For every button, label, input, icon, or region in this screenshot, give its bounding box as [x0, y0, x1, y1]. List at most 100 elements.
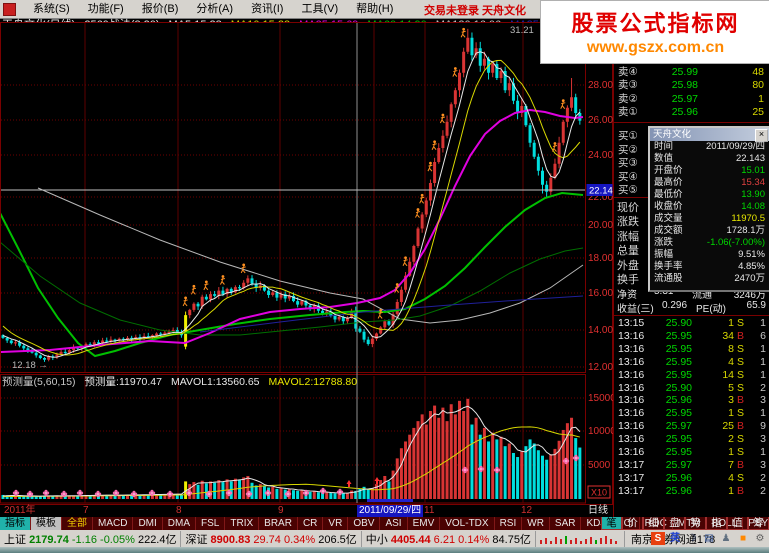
indicator-tab-EMV[interactable]: EMV: [408, 517, 441, 530]
panel-tab-细[interactable]: 细: [643, 517, 664, 530]
indicator-tab-BRAR[interactable]: BRAR: [259, 517, 298, 530]
tick-direction: S: [737, 368, 745, 381]
sogou-icon[interactable]: S: [651, 532, 665, 545]
buy-signal-icon: [182, 296, 188, 307]
flower-signal-icon: [302, 489, 310, 497]
menu-item-功[interactable]: 功能(F): [87, 3, 124, 15]
flower-signal-icon: [284, 490, 292, 498]
tick-time: 13:16: [618, 381, 645, 394]
flower-signal-icon: [264, 489, 272, 497]
popup-row: 振幅 9.51%: [650, 249, 769, 261]
indicator-tab-VR[interactable]: VR: [323, 517, 349, 530]
tick-volume: 1: [728, 446, 734, 458]
panel-tab-指[interactable]: 指: [706, 517, 727, 530]
index-quote-上证[interactable]: 上证 2179.74 -1.16 -0.05% 222.4亿: [4, 530, 182, 547]
gear-icon[interactable]: ⚙: [755, 533, 765, 544]
vol-indicator-label: 预测量(5,60,15): [2, 376, 76, 388]
ask-row: 卖② 25.97 1: [614, 93, 769, 106]
svg-text:16.00: 16.00: [588, 288, 613, 299]
flower-signal-icon: [572, 454, 580, 462]
indicator-tab-TRIX[interactable]: TRIX: [225, 517, 260, 530]
indicator-tab-VOL-TDX[interactable]: VOL-TDX: [440, 517, 495, 530]
flower-signal-icon: [26, 490, 34, 498]
menu-item-报[interactable]: 报价(B): [141, 3, 179, 15]
tick-price: 25.90: [665, 381, 692, 394]
indicator-tab-RSI[interactable]: RSI: [495, 517, 523, 530]
panel-tab-价[interactable]: 价: [622, 517, 643, 530]
indicator-tab-PSY[interactable]: PSY: [743, 517, 769, 530]
buy-signal-icon: [377, 309, 383, 319]
svg-text:28.00: 28.00: [588, 80, 613, 91]
indicator-tab-CCI[interactable]: CCI: [611, 517, 640, 530]
shirt-icon[interactable]: ■: [739, 533, 747, 544]
bid-row: 买①: [614, 130, 769, 143]
ime-lang-icon[interactable]: 英: [670, 533, 680, 544]
flower-signal-icon: [205, 490, 213, 498]
tick-volume: 4: [728, 355, 734, 368]
menu-item-工[interactable]: 工具(V): [301, 3, 339, 15]
popup-row: 成交量 11970.5: [650, 213, 769, 225]
svg-text:12.00: 12.00: [588, 362, 613, 373]
keyboard-icon[interactable]: ▤: [704, 533, 714, 544]
panel-tab-势[interactable]: 势: [685, 517, 706, 530]
tick-volume: 5: [728, 381, 734, 394]
level-name: 卖④: [618, 65, 638, 78]
panel-tab-值[interactable]: 值: [727, 517, 748, 530]
indicator-tab-WR[interactable]: WR: [522, 517, 550, 530]
indicator-tab-MACD[interactable]: MACD: [93, 517, 134, 530]
indicator-tab-FSL[interactable]: FSL: [196, 517, 226, 530]
popup-row: 换手率 4.85%: [650, 261, 769, 273]
buy-signal-icon: [402, 256, 408, 267]
indicator-tab-SAR[interactable]: SAR: [550, 517, 582, 530]
indicator-tab-BOLL[interactable]: BOLL: [707, 517, 744, 530]
flower-signal-icon: [185, 489, 193, 497]
quote-popup-window[interactable]: 天舟文化 × 时间 2011/09/29/四 数值 22.143 开盘价 15.01 最高价…: [648, 126, 769, 292]
indicator-tab-DMI[interactable]: DMI: [133, 517, 163, 530]
popup-field-label: 最高价: [654, 177, 683, 188]
flower-signal-icon: [12, 489, 20, 497]
indicator-tab-模板[interactable]: 模板: [31, 517, 62, 530]
indicator-tab-全部[interactable]: 全部: [62, 517, 93, 530]
svg-text:24.00: 24.00: [588, 150, 613, 161]
popup-field-label: 换手率: [654, 261, 683, 272]
popup-field-label: 数值: [654, 153, 674, 164]
buy-signal-icon: [190, 284, 197, 295]
indicator-tab-bar: 指标 模板 全部 MACD DMI DMA FSL TRIX BRAR CR VR OBV ASI EMV…: [0, 517, 769, 530]
menu-item-资[interactable]: 资讯(I): [251, 3, 284, 15]
site-watermark: 股票公式指标网 www.gszx.com.cn: [540, 0, 769, 64]
tick-time: 13:16: [618, 407, 645, 420]
indicator-tab-OBV[interactable]: OBV: [348, 517, 381, 530]
tick-direction: S: [737, 433, 745, 446]
site-name: 股票公式指标网: [571, 11, 740, 36]
popup-title-bar[interactable]: 天舟文化 ×: [650, 128, 769, 142]
panel-tab-盘[interactable]: 盘: [664, 517, 685, 530]
panel-tab-筹[interactable]: 筹: [748, 517, 769, 530]
menu-item-帮[interactable]: 帮助(H): [356, 3, 394, 15]
svg-text:26.00: 26.00: [588, 115, 613, 126]
panel-tab-笔[interactable]: 笔: [601, 517, 622, 530]
main-chart[interactable]: 28.00 26.00 24.00 22.00 20.00 18.00 16.00 14.00…: [0, 22, 613, 504]
period-label[interactable]: 日线: [588, 505, 608, 516]
indicator-tab-指标[interactable]: 指标: [0, 517, 31, 530]
flower-signal-icon: [148, 489, 156, 497]
bid-row: 买②: [614, 144, 769, 157]
indicator-tab-CR[interactable]: CR: [298, 517, 324, 530]
index-quote-中小[interactable]: 中小 4405.44 6.21 0.14% 84.75亿: [366, 530, 536, 547]
index-quote-深证[interactable]: 深证 8900.83 29.74 0.34% 206.5亿: [185, 530, 362, 547]
flower-signal-icon: [461, 466, 469, 474]
tick-row: 13:17 25.96 1 B 2: [614, 485, 769, 498]
menu-item-系[interactable]: 系统(S): [33, 3, 70, 15]
menu-items: 系统(S) 功能(F) 报价(B) 分析(A) 资讯(I) 工具(V) 帮助(H): [24, 0, 402, 18]
close-icon[interactable]: ×: [755, 129, 768, 142]
indicator-tab-ROC[interactable]: ROC: [640, 517, 673, 530]
indicator-tab-DMA[interactable]: DMA: [163, 517, 197, 530]
tick-price: 25.96: [665, 484, 692, 497]
person-icon[interactable]: ♟: [721, 533, 731, 544]
menu-item-分[interactable]: 分析(A): [196, 3, 234, 15]
trade-login-status[interactable]: 交易未登录 天舟文化: [424, 5, 527, 17]
app-logo-icon: [3, 2, 16, 16]
moon-icon[interactable]: ☽: [687, 533, 697, 544]
flower-signal-icon: [94, 490, 102, 498]
indicator-tab-ASI[interactable]: ASI: [380, 517, 408, 530]
